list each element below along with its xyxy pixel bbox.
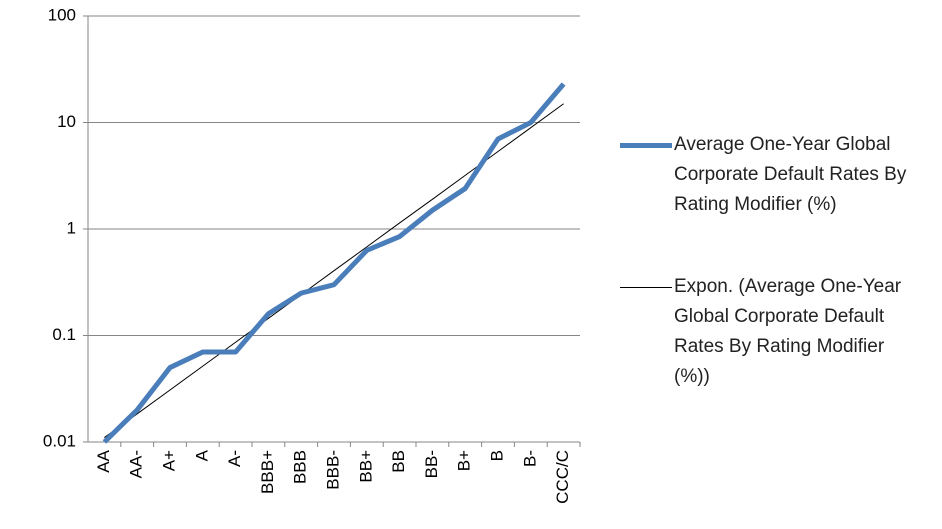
- legend-entry: Expon. (Average One-Year Global Corporat…: [618, 272, 938, 392]
- legend-swatch: [618, 272, 674, 302]
- x-tick-label: BBB+: [258, 450, 277, 494]
- x-tick-label: A-: [225, 450, 244, 467]
- x-tick-label: BB: [389, 450, 408, 473]
- x-tick-label: BBB: [291, 450, 310, 484]
- x-tick-label: B-: [520, 450, 539, 467]
- series-line: [102, 82, 566, 444]
- x-tick-label: BB-: [422, 450, 441, 478]
- series-line: [104, 103, 564, 438]
- legend-label: Average One-Year Global Corporate Defaul…: [674, 134, 907, 215]
- y-tick-label: 100: [48, 5, 76, 24]
- x-tick-label: A: [192, 449, 211, 461]
- legend-label: Expon. (Average One-Year Global Corporat…: [674, 276, 902, 387]
- x-tick-label: A+: [159, 450, 178, 471]
- legend-entry: Average One-Year Global Corporate Defaul…: [618, 130, 938, 220]
- x-tick-label: BB+: [356, 450, 375, 483]
- x-tick-label: BBB-: [323, 450, 342, 490]
- legend-swatch: [618, 130, 674, 160]
- y-tick-label: 0.1: [52, 325, 76, 344]
- x-tick-label: AA-: [127, 450, 146, 478]
- x-tick-label: B: [487, 450, 506, 461]
- y-tick-label: 10: [57, 112, 76, 131]
- y-tick-label: 0.01: [43, 431, 76, 450]
- x-tick-label: B+: [455, 450, 474, 471]
- x-tick-label: AA: [94, 449, 113, 472]
- y-tick-label: 1: [67, 218, 76, 237]
- x-tick-label: CCC/C: [553, 450, 572, 504]
